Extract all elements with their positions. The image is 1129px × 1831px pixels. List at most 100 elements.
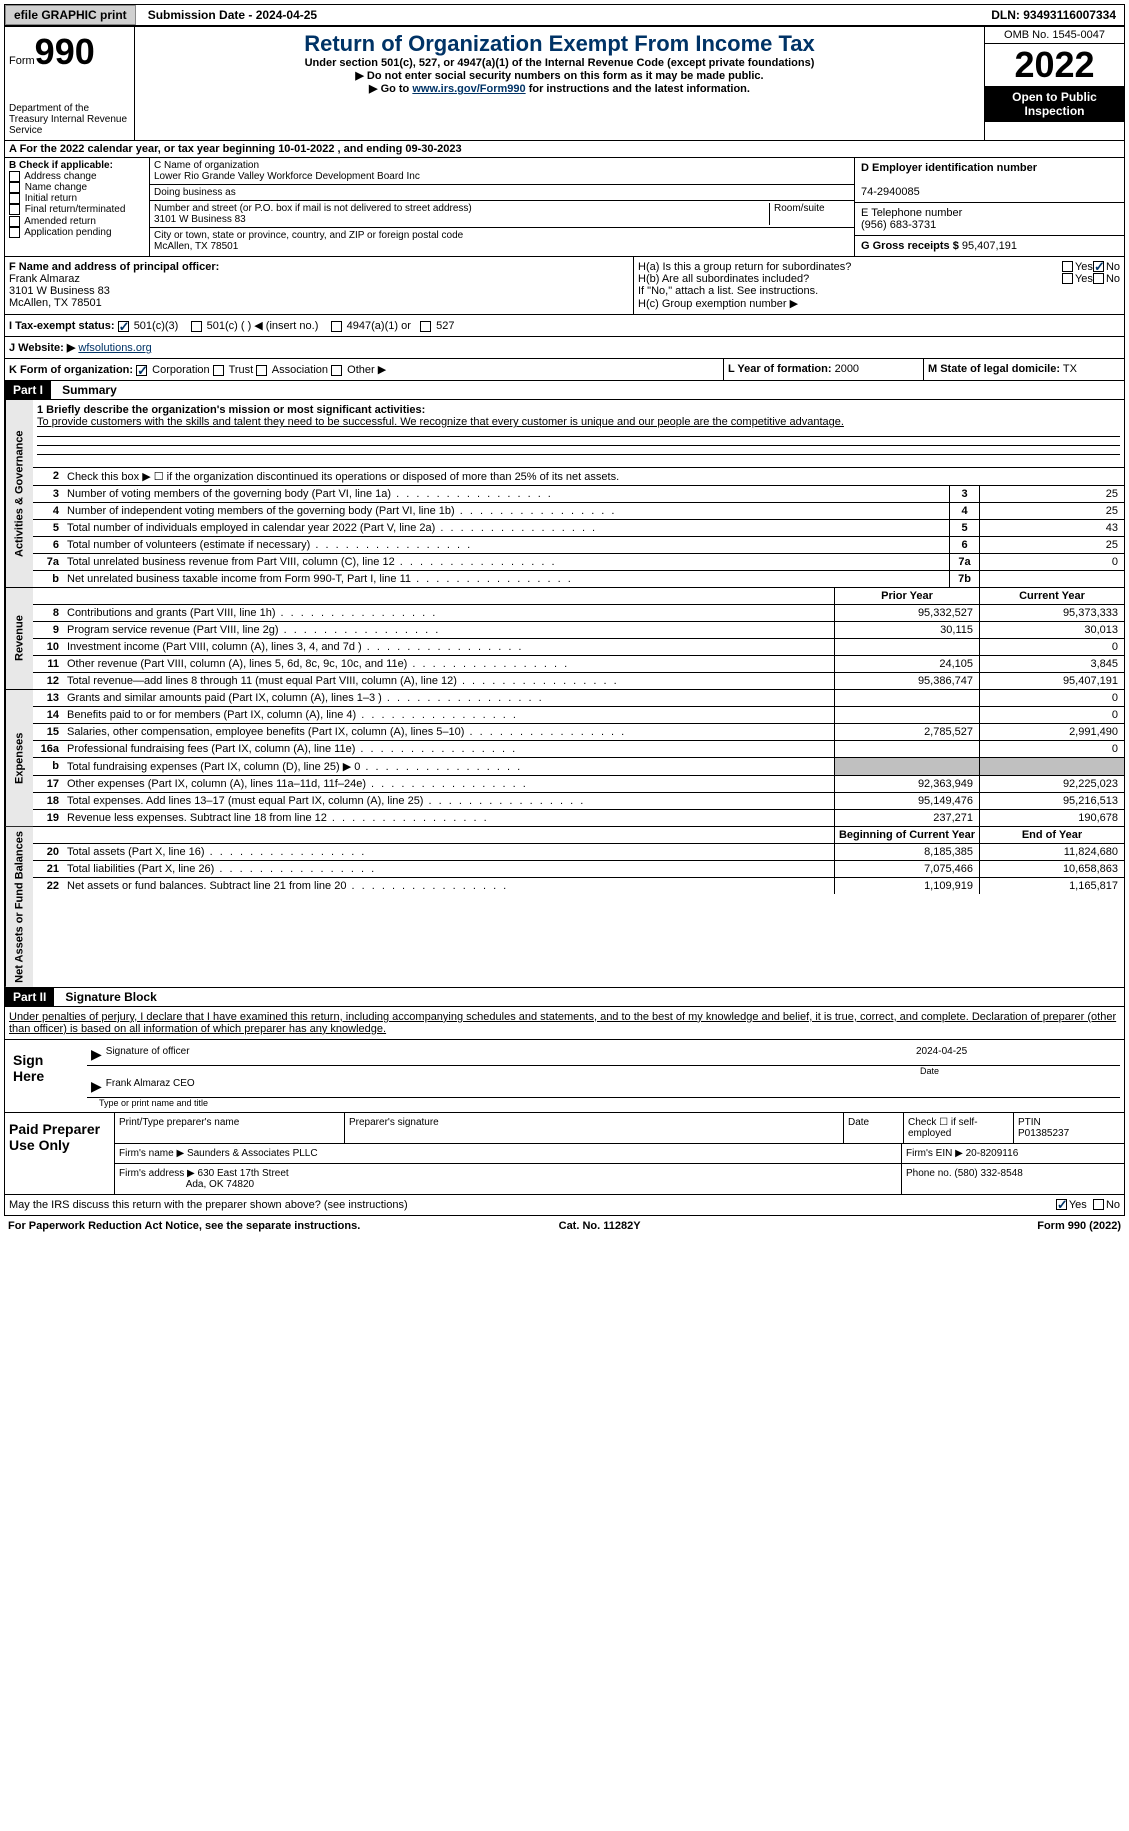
paid-preparer-label: Paid Preparer Use Only	[5, 1113, 115, 1194]
hb-label: H(b) Are all subordinates included?	[638, 273, 1062, 285]
row-j: J Website: ▶ wfsolutions.org	[4, 337, 1125, 359]
line2: Check this box ▶ ☐ if the organization d…	[63, 468, 1124, 485]
side-revenue: Revenue	[5, 588, 33, 689]
row-12: 12 Total revenue—add lines 8 through 11 …	[33, 673, 1124, 689]
527-checkbox[interactable]	[420, 321, 431, 332]
hc-label: H(c) Group exemption number ▶	[638, 297, 1120, 310]
addr-change-checkbox[interactable]	[9, 171, 20, 182]
sig-date: 2024-04-25	[916, 1046, 1116, 1063]
row-17: 17 Other expenses (Part IX, column (A), …	[33, 776, 1124, 793]
prep-sig-label: Preparer's signature	[345, 1113, 844, 1143]
gov-row-b: b Net unrelated business taxable income …	[33, 571, 1124, 587]
row-21: 21 Total liabilities (Part X, line 26) 7…	[33, 861, 1124, 878]
part1-governance: Activities & Governance 1 Briefly descri…	[4, 400, 1125, 588]
hb-no-checkbox[interactable]	[1093, 273, 1104, 284]
row-a: A For the 2022 calendar year, or tax yea…	[4, 141, 1125, 158]
assoc-checkbox[interactable]	[256, 365, 267, 376]
part1-expenses: Expenses 13 Grants and similar amounts p…	[4, 690, 1125, 827]
officer-addr1: 3101 W Business 83	[9, 285, 110, 297]
row-b: b Total fundraising expenses (Part IX, c…	[33, 758, 1124, 776]
ha-no-checkbox[interactable]	[1093, 261, 1104, 272]
room-label: Room/suite	[774, 203, 825, 214]
section-fh: F Name and address of principal officer:…	[4, 257, 1125, 315]
phone: (956) 683-3731	[861, 219, 936, 231]
row-22: 22 Net assets or fund balances. Subtract…	[33, 878, 1124, 894]
mission-block: 1 Briefly describe the organization's mi…	[33, 400, 1124, 468]
final-return-checkbox[interactable]	[9, 204, 20, 215]
prep-date-label: Date	[844, 1113, 904, 1143]
form-header: Form990 Department of the Treasury Inter…	[4, 26, 1125, 141]
gross-label: G Gross receipts $	[861, 240, 959, 252]
form-number: 990	[35, 31, 95, 72]
ha-yes-checkbox[interactable]	[1062, 261, 1073, 272]
paperwork-notice: For Paperwork Reduction Act Notice, see …	[8, 1220, 360, 1232]
501c-checkbox[interactable]	[191, 321, 202, 332]
officer-label: F Name and address of principal officer:	[9, 261, 219, 273]
row-13: 13 Grants and similar amounts paid (Part…	[33, 690, 1124, 707]
city-label: City or town, state or province, country…	[154, 230, 463, 241]
firm-addr2: Ada, OK 74820	[186, 1179, 254, 1190]
row-8: 8 Contributions and grants (Part VIII, l…	[33, 605, 1124, 622]
omb-number: OMB No. 1545-0047	[985, 27, 1124, 44]
row-11: 11 Other revenue (Part VIII, column (A),…	[33, 656, 1124, 673]
ein: 74-2940085	[861, 186, 920, 198]
gov-row-3: 3 Number of voting members of the govern…	[33, 486, 1124, 503]
name-change-checkbox[interactable]	[9, 182, 20, 193]
app-pending-checkbox[interactable]	[9, 227, 20, 238]
4947-checkbox[interactable]	[331, 321, 342, 332]
row-16a: 16a Professional fundraising fees (Part …	[33, 741, 1124, 758]
org-name: Lower Rio Grande Valley Workforce Develo…	[154, 171, 420, 182]
row-20: 20 Total assets (Part X, line 16) 8,185,…	[33, 844, 1124, 861]
sign-here-label: Sign Here	[9, 1044, 79, 1108]
discuss-yes-checkbox[interactable]	[1056, 1199, 1067, 1210]
sig-officer-label: Signature of officer	[106, 1046, 916, 1063]
corp-checkbox[interactable]	[136, 365, 147, 376]
part2-header: Part II	[5, 988, 54, 1006]
dept-label: Department of the Treasury Internal Reve…	[9, 103, 130, 136]
trust-checkbox[interactable]	[213, 365, 224, 376]
prep-name-label: Print/Type preparer's name	[115, 1113, 345, 1143]
year-formation: 2000	[835, 363, 859, 375]
dln: DLN: 93493116007334	[983, 6, 1124, 24]
addr-label: Number and street (or P.O. box if mail i…	[154, 203, 472, 214]
header-sub2: ▶ Do not enter social security numbers o…	[139, 69, 980, 82]
row-19: 19 Revenue less expenses. Subtract line …	[33, 810, 1124, 826]
ptin: P01385237	[1018, 1128, 1069, 1139]
501c3-checkbox[interactable]	[118, 321, 129, 332]
side-governance: Activities & Governance	[5, 400, 33, 587]
part2-title: Signature Block	[57, 988, 164, 1006]
hb-yes-checkbox[interactable]	[1062, 273, 1073, 284]
section-b: B Check if applicable: Address change Na…	[4, 158, 1125, 257]
footer: For Paperwork Reduction Act Notice, see …	[4, 1216, 1125, 1236]
org-name-label: C Name of organization	[154, 160, 259, 171]
amended-checkbox[interactable]	[9, 216, 20, 227]
row-9: 9 Program service revenue (Part VIII, li…	[33, 622, 1124, 639]
sig-name-label: Type or print name and title	[79, 1098, 1120, 1108]
gross-receipts: 95,407,191	[962, 240, 1017, 252]
irs-link[interactable]: www.irs.gov/Form990	[412, 83, 525, 95]
website-link[interactable]: wfsolutions.org	[78, 342, 151, 354]
sign-here-block: Sign Here ▶ Signature of officer 2024-04…	[4, 1040, 1125, 1113]
cat-no: Cat. No. 11282Y	[559, 1220, 641, 1232]
firm-ein: 20-8209116	[966, 1148, 1019, 1159]
row-14: 14 Benefits paid to or for members (Part…	[33, 707, 1124, 724]
other-checkbox[interactable]	[331, 365, 342, 376]
header-sub3: ▶ Go to www.irs.gov/Form990 for instruct…	[139, 82, 980, 95]
part1-title: Summary	[54, 381, 125, 399]
gov-row-5: 5 Total number of individuals employed i…	[33, 520, 1124, 537]
hb-note: If "No," attach a list. See instructions…	[638, 285, 1120, 297]
gov-row-4: 4 Number of independent voting members o…	[33, 503, 1124, 520]
prep-phone: (580) 332-8548	[954, 1168, 1022, 1179]
efile-button[interactable]: efile GRAPHIC print	[5, 5, 136, 25]
check-applicable: B Check if applicable: Address change Na…	[5, 158, 150, 256]
current-year-header: Current Year	[979, 588, 1124, 604]
inspection-label: Open to Public Inspection	[985, 86, 1124, 122]
declaration: Under penalties of perjury, I declare th…	[4, 1007, 1125, 1040]
row-i: I Tax-exempt status: 501(c)(3) 501(c) ( …	[4, 315, 1125, 337]
form-label: Form	[9, 55, 35, 67]
side-expenses: Expenses	[5, 690, 33, 826]
part1-netassets: Net Assets or Fund Balances Beginning of…	[4, 827, 1125, 988]
discuss-no-checkbox[interactable]	[1093, 1199, 1104, 1210]
initial-return-checkbox[interactable]	[9, 193, 20, 204]
form-footer: Form 990 (2022)	[1037, 1220, 1121, 1232]
